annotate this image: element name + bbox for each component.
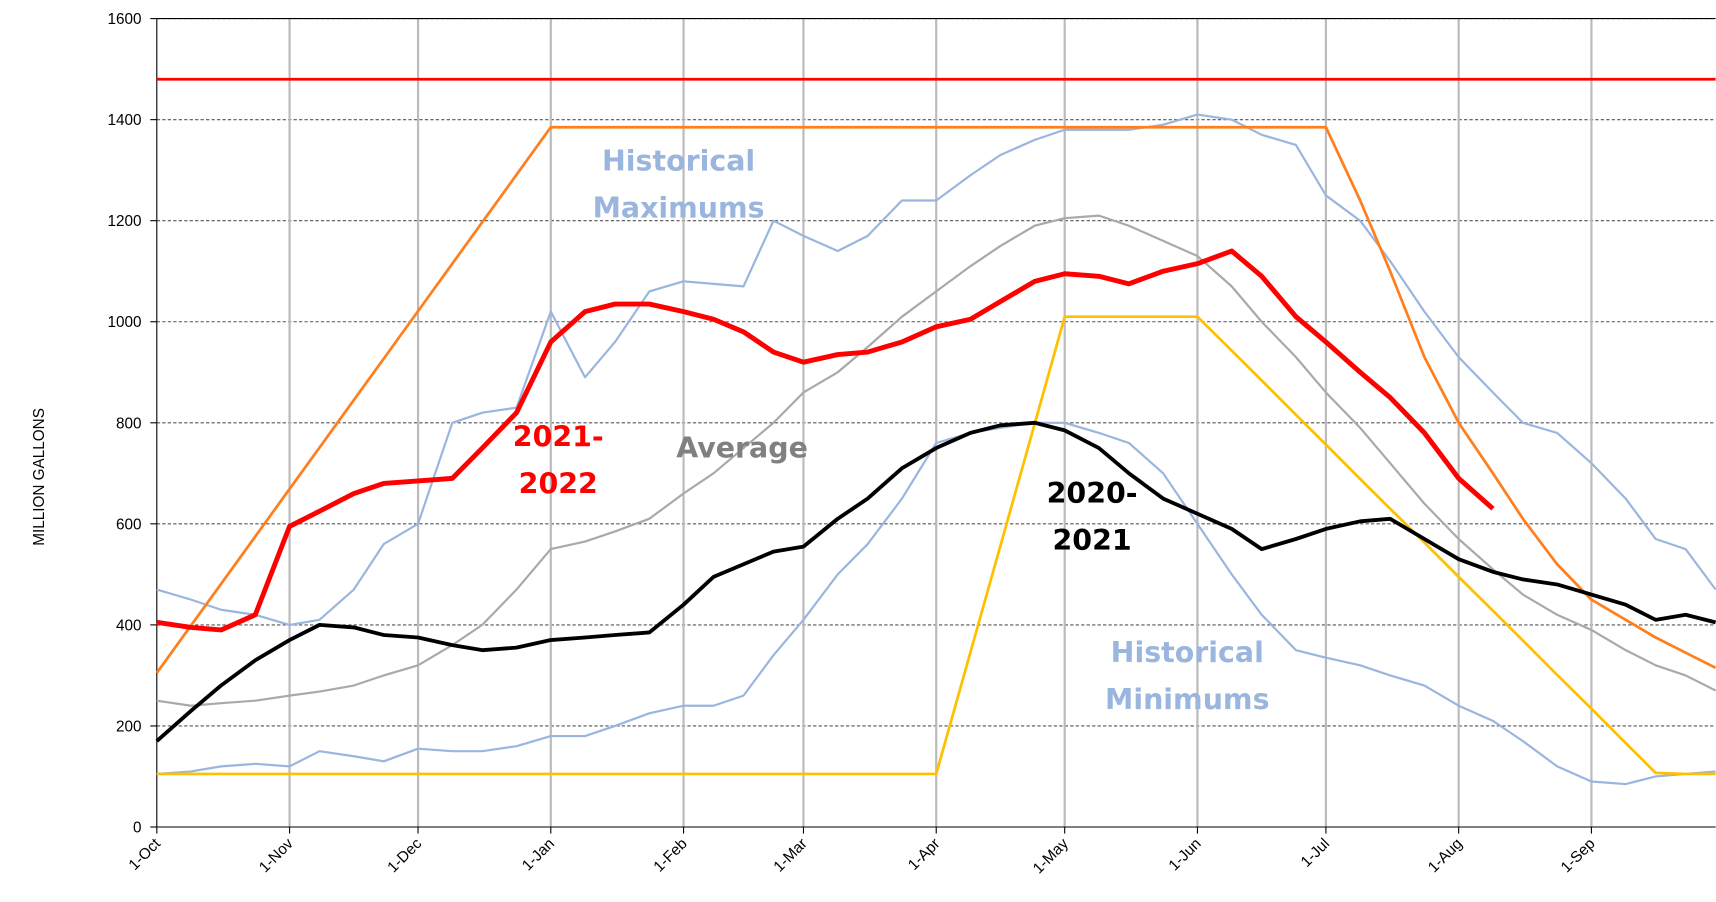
- x-tick-label: 1-Oct: [126, 835, 165, 874]
- annotation: Historical: [1111, 636, 1264, 669]
- x-tick-label: 1-Sep: [1558, 835, 1599, 876]
- series-line: [156, 421, 1716, 786]
- x-tick-label: 1-May: [1030, 835, 1072, 877]
- series-line: [155, 125, 1716, 674]
- annotation: 2020-: [1047, 477, 1138, 510]
- annotation: 2021: [1053, 524, 1132, 557]
- annotation: Minimums: [1105, 683, 1269, 716]
- y-tick-label: 200: [116, 718, 142, 735]
- y-tick-label: 0: [133, 819, 142, 836]
- x-tick-label: 1-Apr: [905, 835, 943, 873]
- y-tick-label: 1600: [107, 11, 141, 28]
- series-line: [156, 248, 1495, 633]
- x-tick-label: 1-Nov: [256, 835, 297, 876]
- series-line: [155, 420, 1716, 743]
- annotation: Maximums: [593, 192, 765, 225]
- x-tick-label: 1-Jul: [1298, 835, 1333, 870]
- annotation: 2022: [519, 467, 598, 500]
- y-tick-label: 1200: [107, 213, 141, 230]
- y-axis-label: MILLION GALLONS: [31, 408, 48, 546]
- annotation: Average: [676, 431, 808, 464]
- y-tick-label: 1400: [107, 112, 141, 129]
- y-tick-label: 600: [116, 516, 142, 533]
- y-tick-label: 1000: [107, 314, 141, 331]
- x-tick-label: 1-Mar: [770, 835, 810, 875]
- annotation: Historical: [602, 145, 755, 178]
- series-line: [156, 214, 1716, 707]
- x-tick-label: 1-Jan: [519, 835, 558, 874]
- x-tick-label: 1-Dec: [384, 835, 425, 876]
- annotation: 2021-: [513, 420, 604, 453]
- x-tick-label: 1-Aug: [1425, 835, 1466, 876]
- x-tick-label: 1-Feb: [650, 835, 690, 875]
- y-tick-label: 800: [116, 415, 142, 432]
- x-tick-label: 1-Jun: [1166, 835, 1205, 874]
- series-line: [156, 315, 1716, 776]
- y-tick-label: 400: [116, 617, 142, 634]
- series-line: [156, 113, 1716, 626]
